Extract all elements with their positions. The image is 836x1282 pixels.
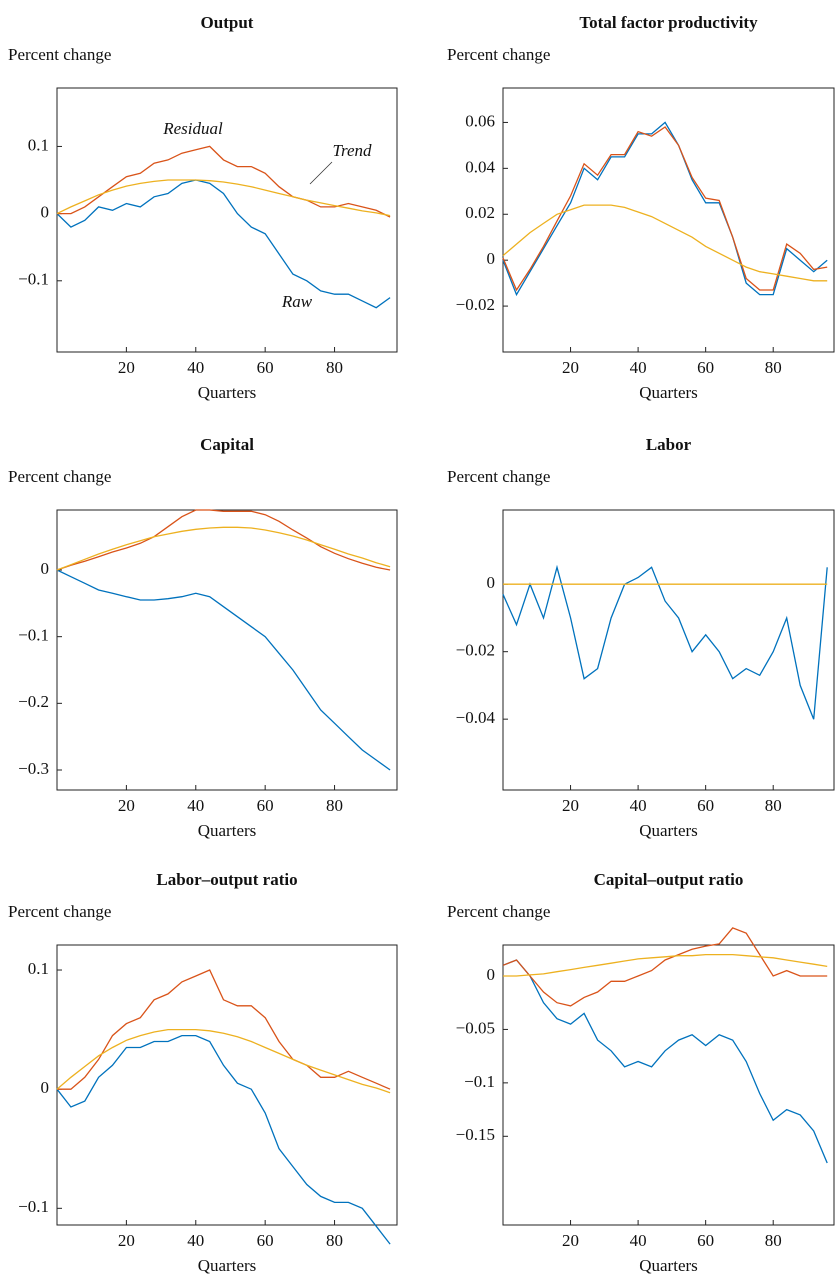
y-tick-label: −0.04 <box>456 708 496 727</box>
x-tick-label: 40 <box>187 1231 204 1250</box>
series-annotation: Trend <box>332 141 372 160</box>
y-axis-label: Percent change <box>8 902 111 921</box>
y-tick-label: 0 <box>41 1078 50 1097</box>
y-tick-label: 0 <box>41 203 50 222</box>
data-line <box>56 1034 391 1245</box>
x-tick-label: 80 <box>765 358 782 377</box>
chart-title: Capital <box>200 435 254 454</box>
plot-frame <box>502 944 835 1226</box>
y-tick-label: −0.1 <box>18 1197 49 1216</box>
y-tick-label: −0.15 <box>456 1125 495 1144</box>
data-line <box>56 1028 391 1094</box>
data-line <box>502 126 828 292</box>
plot-frame <box>56 87 398 353</box>
y-tick-label: −0.1 <box>18 626 49 645</box>
y-tick-label: −0.02 <box>456 295 495 314</box>
x-tick-label: 20 <box>562 796 579 815</box>
x-tick-label: 40 <box>630 796 647 815</box>
y-axis-label: Percent change <box>8 467 111 486</box>
data-line <box>57 145 391 218</box>
y-tick-label: 0.1 <box>28 135 49 154</box>
x-tick-label: 60 <box>697 796 714 815</box>
data-line <box>57 969 391 1090</box>
data-line <box>502 204 828 282</box>
x-tick-label: 20 <box>118 1231 135 1250</box>
chart-title: Labor <box>646 435 692 454</box>
plot-frame <box>502 509 835 791</box>
y-tick-label: −0.2 <box>18 692 49 711</box>
x-axis-label: Quarters <box>639 383 698 402</box>
x-tick-label: 20 <box>118 358 135 377</box>
chart-title: Labor–output ratio <box>156 870 297 889</box>
x-tick-label: 20 <box>562 358 579 377</box>
annotation-leader <box>309 161 333 185</box>
data-line <box>502 121 828 297</box>
y-tick-label: −0.1 <box>18 270 49 289</box>
data-line <box>503 953 828 977</box>
data-line <box>56 509 391 571</box>
series-annotation: Raw <box>281 292 313 311</box>
y-axis-label: Percent change <box>447 45 550 64</box>
data-line <box>56 179 391 217</box>
plot-frame <box>502 87 835 353</box>
x-tick-label: 40 <box>630 1231 647 1250</box>
x-tick-label: 60 <box>257 358 274 377</box>
x-tick-label: 40 <box>187 358 204 377</box>
x-tick-label: 80 <box>765 1231 782 1250</box>
y-axis-label: Percent change <box>447 467 550 486</box>
plot-frame <box>56 509 398 791</box>
x-axis-label: Quarters <box>639 1256 698 1275</box>
y-tick-label: −0.1 <box>464 1072 495 1091</box>
x-tick-label: 60 <box>257 1231 274 1250</box>
y-tick-label: 0.04 <box>465 157 495 176</box>
y-tick-label: −0.02 <box>456 641 495 660</box>
y-axis-label: Percent change <box>8 45 111 64</box>
series-annotation: Residual <box>162 119 223 138</box>
data-line <box>502 927 828 1007</box>
y-tick-label: 0.02 <box>465 203 495 222</box>
data-line <box>56 179 391 309</box>
data-line <box>56 526 391 571</box>
y-tick-label: 0 <box>487 249 496 268</box>
chart-title: Capital–output ratio <box>594 870 744 889</box>
y-tick-label: 0.06 <box>465 111 495 130</box>
y-tick-label: 0 <box>487 965 496 984</box>
chart-title: Total factor productivity <box>579 13 758 32</box>
x-tick-label: 80 <box>326 796 343 815</box>
y-tick-label: −0.3 <box>18 759 49 778</box>
x-axis-label: Quarters <box>639 821 698 840</box>
x-tick-label: 40 <box>630 358 647 377</box>
x-tick-label: 40 <box>187 796 204 815</box>
x-axis-label: Quarters <box>198 821 257 840</box>
y-tick-label: 0.1 <box>28 959 49 978</box>
chart-title: Output <box>201 13 254 32</box>
x-tick-label: 60 <box>697 358 714 377</box>
data-line <box>502 564 828 720</box>
x-tick-label: 80 <box>765 796 782 815</box>
x-tick-label: 60 <box>257 796 274 815</box>
y-tick-label: 0 <box>41 559 50 578</box>
x-tick-label: 60 <box>697 1231 714 1250</box>
x-tick-label: 80 <box>326 1231 343 1250</box>
plot-frame <box>56 944 398 1226</box>
x-tick-label: 20 <box>562 1231 579 1250</box>
y-tick-label: 0 <box>487 573 496 592</box>
x-tick-label: 80 <box>326 358 343 377</box>
data-line <box>502 959 828 1164</box>
data-line <box>56 569 391 771</box>
y-axis-label: Percent change <box>447 902 550 921</box>
y-tick-label: −0.05 <box>456 1018 495 1037</box>
x-axis-label: Quarters <box>198 383 257 402</box>
x-axis-label: Quarters <box>198 1256 257 1275</box>
x-tick-label: 20 <box>118 796 135 815</box>
